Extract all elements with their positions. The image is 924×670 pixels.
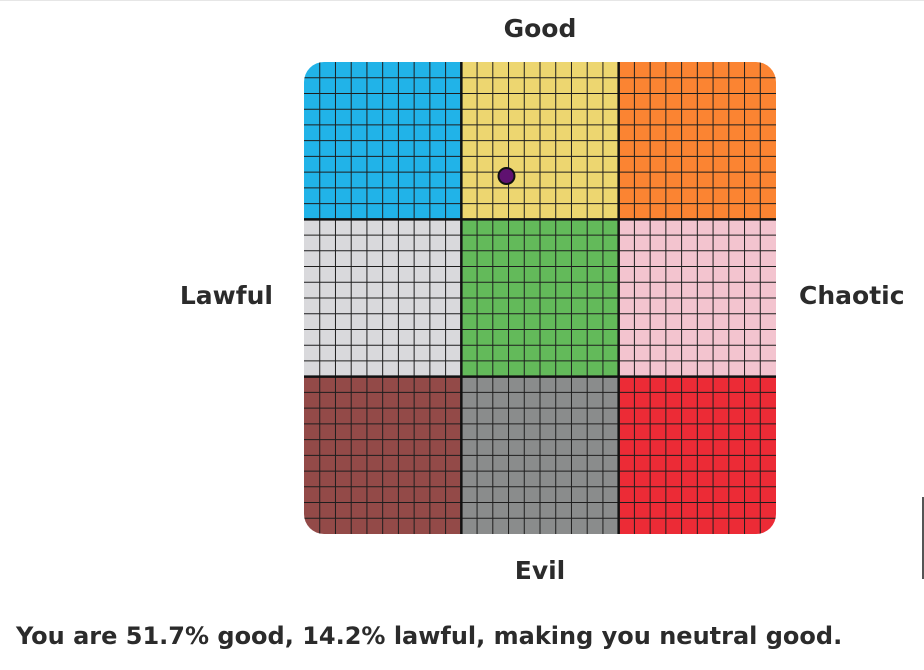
axis-label-evil: Evil (514, 556, 566, 585)
major-gridlines (304, 62, 776, 534)
alignment-grid (304, 62, 776, 534)
axis-label-good: Good (503, 14, 577, 43)
minor-gridlines (304, 62, 776, 534)
top-divider (0, 0, 924, 1)
grid-cells (304, 62, 776, 534)
axis-label-lawful: Lawful (179, 281, 273, 310)
result-point (497, 166, 516, 185)
scrollbar[interactable] (922, 497, 924, 579)
alignment-chart (304, 62, 776, 534)
result-summary: You are 51.7% good, 14.2% lawful, making… (16, 622, 843, 650)
axis-label-chaotic: Chaotic (799, 281, 905, 310)
